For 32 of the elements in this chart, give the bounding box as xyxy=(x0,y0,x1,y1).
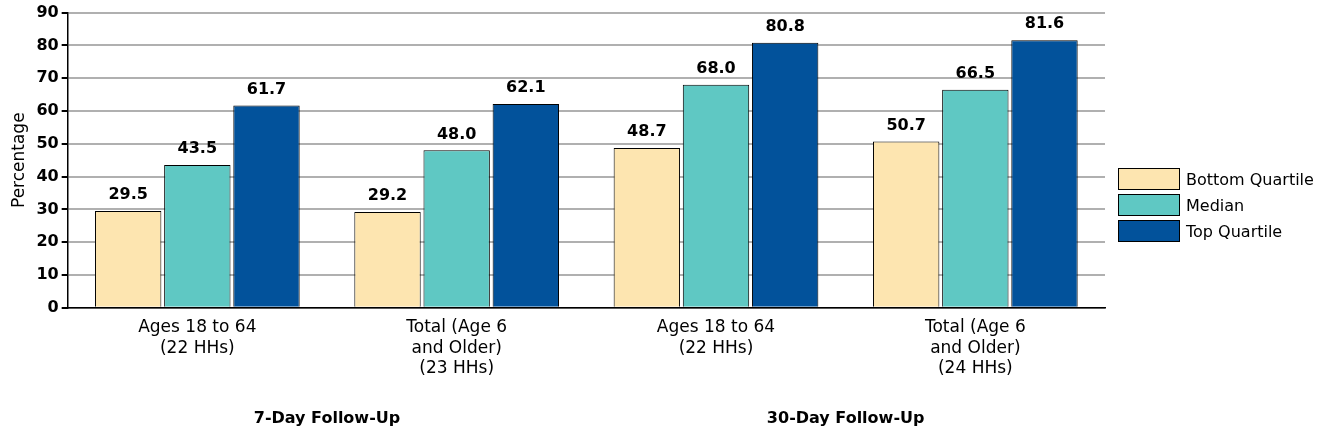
legend-label: Bottom Quartile xyxy=(1186,169,1314,189)
y-tick-label: 50 xyxy=(36,132,59,152)
y-tick-label: 90 xyxy=(36,1,59,21)
y-tick-label: 10 xyxy=(36,264,59,284)
x-tick-label: Total (Age 6 and Older) (24 HHs) xyxy=(923,316,1026,378)
text: 30-Day Follow-Up xyxy=(766,408,925,427)
y-tick-label: 20 xyxy=(36,231,59,251)
data-label: 29.2 xyxy=(367,185,408,205)
text: 7-Day Follow-Up xyxy=(253,408,401,427)
data-label: 48.0 xyxy=(436,123,477,143)
data-label: 29.5 xyxy=(108,184,148,204)
y-tick-label: 60 xyxy=(36,100,59,120)
data-label: 68.0 xyxy=(696,57,736,77)
x-tick-label: Total (Age 6 and Older) (23 HHs) xyxy=(405,316,508,378)
legend-label: Median xyxy=(1186,195,1245,215)
legend-label: Top Quartile xyxy=(1186,221,1283,241)
data-label: 48.7 xyxy=(627,121,667,141)
data-label: 80.8 xyxy=(765,15,805,35)
y-tick-label: 30 xyxy=(36,198,59,218)
y-tick-label: 0 xyxy=(47,296,59,316)
data-label: 50.7 xyxy=(886,114,926,134)
y-axis-title: Percentage xyxy=(7,112,28,209)
data-label: 61.7 xyxy=(246,78,287,98)
x-tick-label: Ages 18 to 64 (22 HHs) xyxy=(656,316,776,357)
data-label: 66.5 xyxy=(955,62,996,82)
y-tick-label: 70 xyxy=(36,67,59,87)
y-tick-label: 80 xyxy=(36,34,59,54)
data-label: 43.5 xyxy=(177,138,218,158)
y-tick-label: 40 xyxy=(36,165,59,185)
x-tick-label: Ages 18 to 64 (22 HHs) xyxy=(138,316,257,357)
data-label: 62.1 xyxy=(506,77,546,97)
data-label: 81.6 xyxy=(1024,13,1065,33)
